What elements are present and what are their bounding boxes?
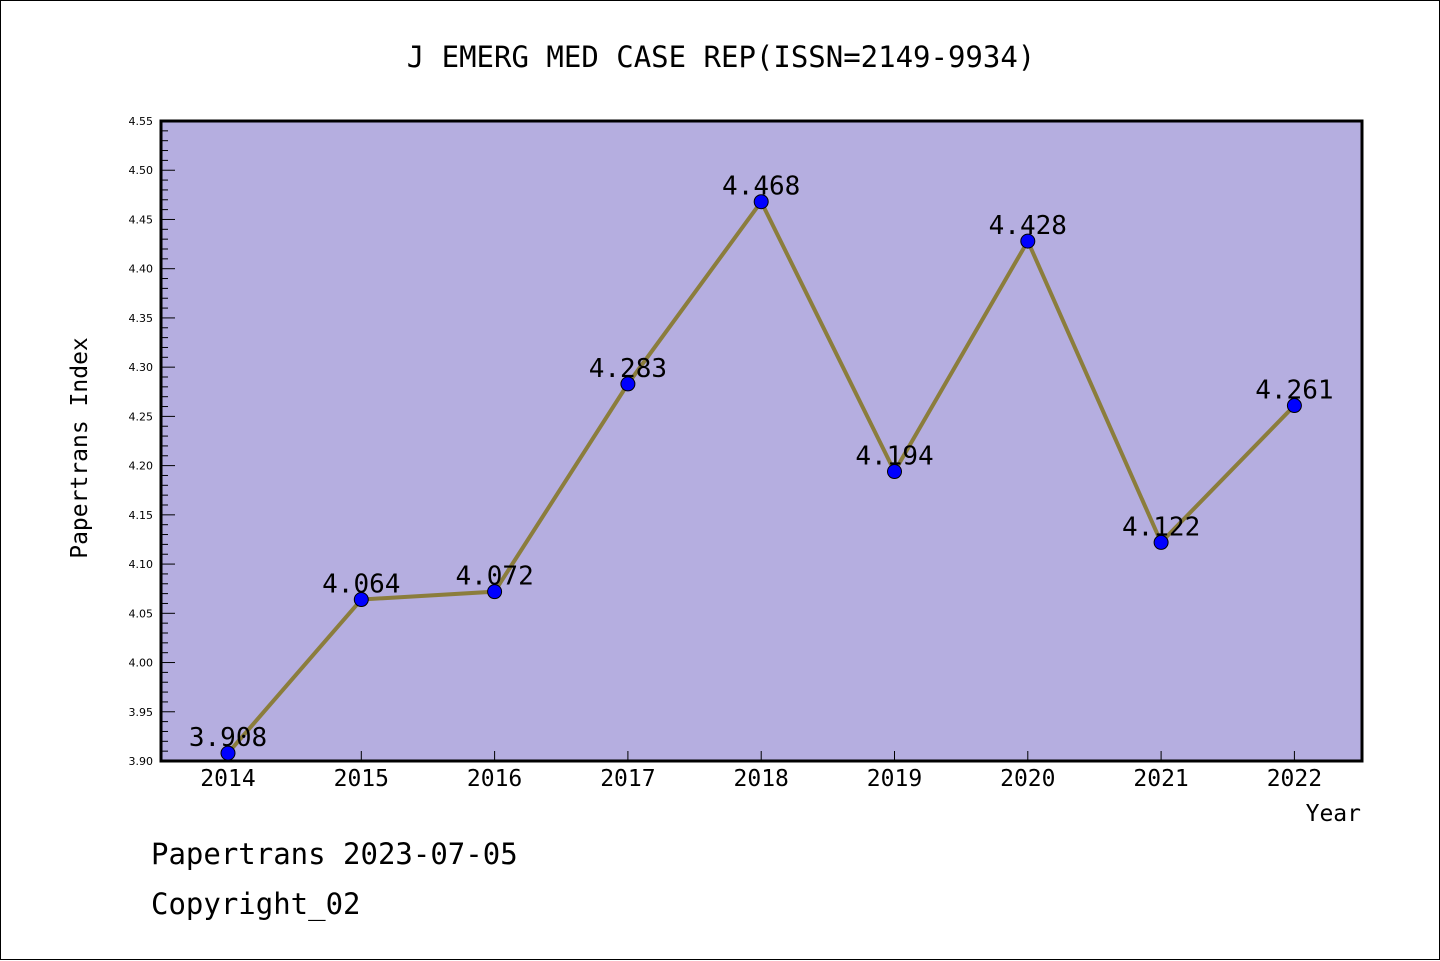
y-tick-label: 4.10 [129, 558, 154, 571]
data-point [887, 464, 902, 480]
y-tick-label: 4.30 [129, 361, 154, 374]
x-tick-label: 2020 [1000, 766, 1055, 792]
data-label: 4.064 [322, 570, 400, 600]
x-axis-ticks: 2014 2015 2016 2017 2018 2019 2020 2021 2022 [200, 751, 1322, 792]
data-point [753, 194, 769, 210]
data-point [1153, 534, 1169, 550]
y-tick-label: 4.55 [129, 115, 154, 128]
data-point [487, 584, 503, 600]
data-label: 4.261 [1255, 376, 1333, 406]
y-tick-label: 4.45 [129, 213, 154, 226]
data-point [1286, 398, 1302, 414]
y-axis-label: Papertrans Index [67, 337, 93, 559]
y-tick-label: 4.25 [129, 410, 154, 423]
y-tick-label: 4.40 [129, 263, 154, 276]
x-tick-label: 2019 [867, 766, 922, 792]
y-axis-ticks: 3.90 3.95 4.00 4.05 4.10 4.15 4.20 4.25 4.30 4.35… [129, 115, 175, 768]
x-axis-label: Year [1306, 801, 1361, 827]
y-tick-label: 4.05 [129, 607, 154, 620]
x-tick-label: 2021 [1133, 766, 1188, 792]
data-point [1020, 233, 1036, 249]
data-series: 3.908 4.064 4.072 4.283 4.468 4.194 4.428 4.122… [189, 172, 1334, 761]
x-tick-label: 2015 [334, 766, 389, 792]
data-label: 4.283 [589, 354, 667, 384]
footer-copyright: Copyright_02 [151, 887, 361, 921]
y-tick-label: 4.00 [129, 657, 154, 670]
data-label: 4.428 [989, 211, 1067, 241]
y-tick-label: 4.50 [129, 164, 154, 177]
data-label: 4.122 [1122, 512, 1200, 542]
x-tick-label: 2022 [1267, 766, 1322, 792]
data-label: 4.468 [722, 172, 800, 202]
data-point [220, 745, 236, 761]
x-tick-label: 2018 [734, 766, 789, 792]
x-tick-label: 2014 [200, 766, 255, 792]
data-label: 4.072 [455, 562, 533, 592]
y-tick-label: 4.35 [129, 312, 154, 325]
chart-title: J EMERG MED CASE REP(ISSN=2149-9934) [407, 40, 1036, 74]
data-point [620, 376, 636, 392]
plot-area [159, 119, 1364, 763]
y-tick-label: 3.90 [129, 755, 154, 768]
data-label: 4.194 [855, 442, 933, 472]
x-tick-label: 2016 [467, 766, 522, 792]
data-point [353, 592, 369, 608]
x-tick-label: 2017 [600, 766, 655, 792]
footer-date: Papertrans 2023-07-05 [151, 837, 518, 871]
y-tick-label: 3.95 [129, 706, 154, 719]
y-tick-label: 4.15 [129, 509, 154, 522]
data-label: 3.908 [189, 723, 267, 753]
y-tick-label: 4.20 [129, 460, 154, 473]
